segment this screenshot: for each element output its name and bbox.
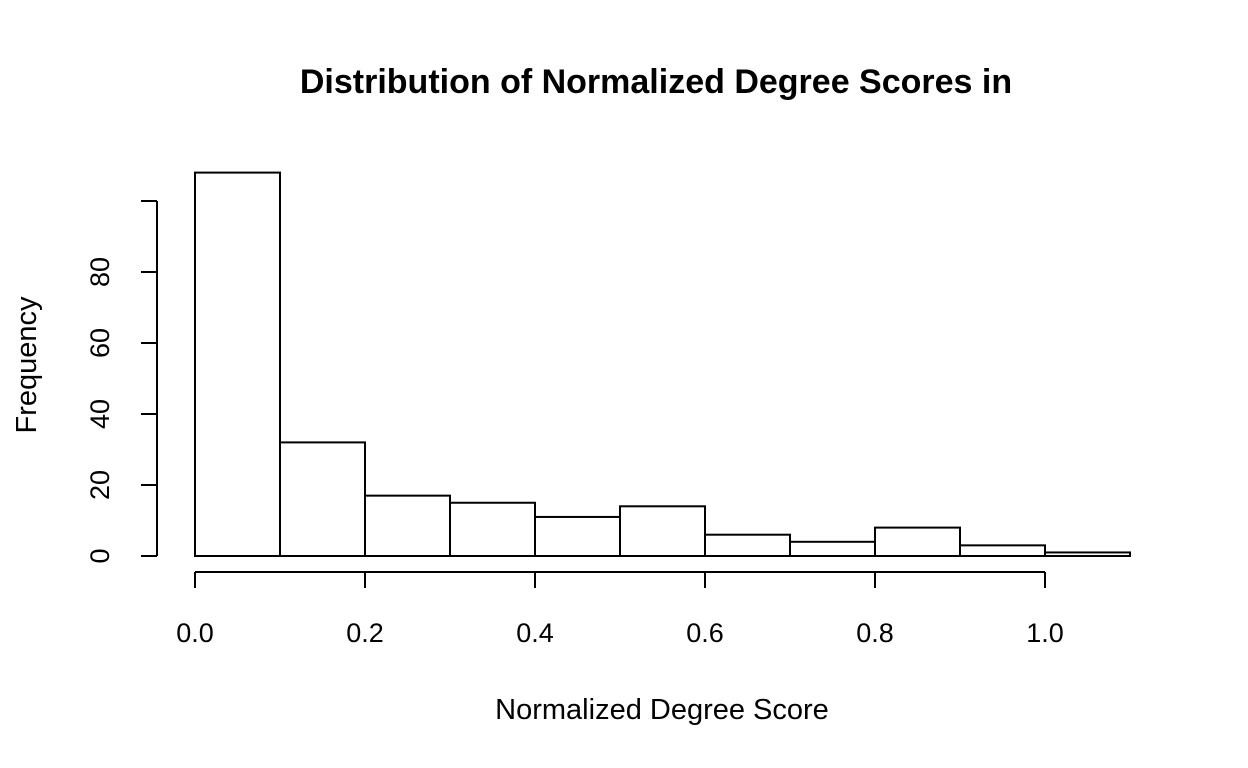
histogram-bar-9 [959, 544, 1046, 557]
histogram-bar-5 [619, 505, 706, 557]
x-tick-label: 0.6 [686, 618, 724, 648]
histogram-bar-7 [789, 540, 876, 557]
x-tick-label: 1.0 [1026, 618, 1064, 648]
chart-title: Distribution of Normalized Degree Scores… [300, 63, 1012, 101]
x-tick-label: 0.2 [346, 618, 384, 648]
histogram-bar-6 [704, 533, 791, 558]
x-tick-label: 0.4 [516, 618, 554, 648]
y-tick-label: 20 [85, 470, 115, 500]
y-tick-label: 0 [85, 548, 115, 563]
y-tick-label: 40 [85, 399, 115, 429]
x-tick-label: 0.0 [176, 618, 214, 648]
histogram-bar-3 [449, 501, 536, 557]
histogram-bar-1 [279, 441, 366, 557]
y-axis: 0 20 40 60 80 [85, 200, 158, 564]
histogram-bar-4 [534, 515, 621, 558]
y-tick-label: 80 [85, 257, 115, 287]
histogram-bar-2 [364, 494, 451, 557]
x-axis: 0.0 0.2 0.4 0.6 0.8 1.0 [176, 571, 1064, 648]
y-tick-label: 60 [85, 328, 115, 358]
histogram-bar-0 [194, 171, 281, 557]
x-axis-label: Normalized Degree Score [495, 694, 829, 726]
histogram-bar-8 [874, 526, 961, 557]
bars-group [194, 171, 1131, 558]
histogram-bar-10 [1044, 551, 1131, 558]
x-tick-label: 0.8 [856, 618, 894, 648]
y-axis-label: Frequency [11, 296, 43, 434]
